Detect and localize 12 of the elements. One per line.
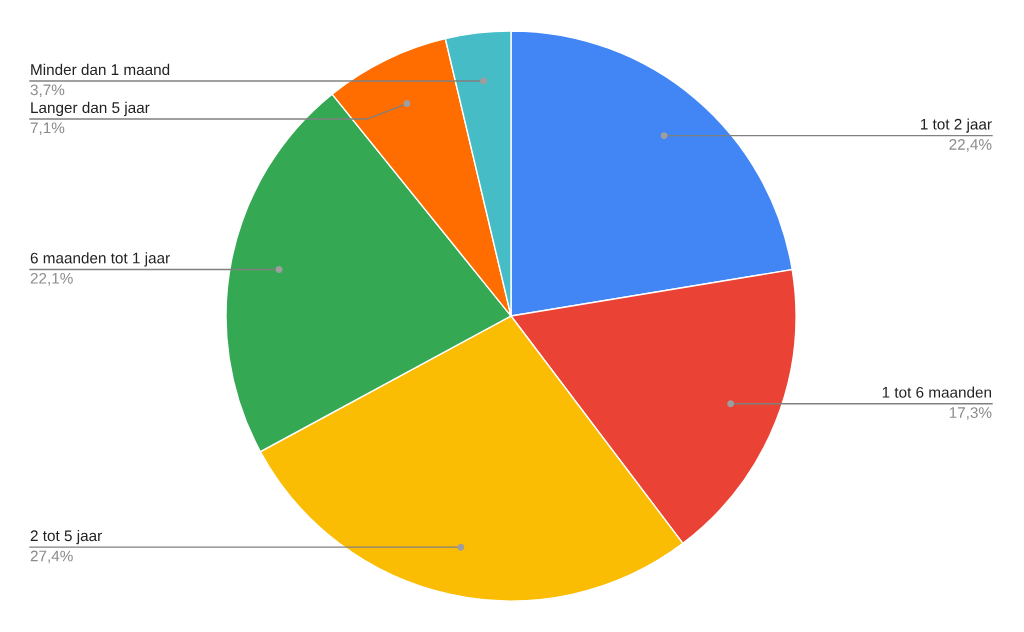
data-label: 7,1% [30,122,65,136]
data-label: 22,4% [949,139,992,152]
data-label: 22,1% [30,272,73,286]
data-label: 17,3% [949,407,992,420]
slice-label: 6 maanden tot 1 jaar [30,252,170,267]
data-label: 27,4% [30,550,73,564]
slice-label: 1 tot 6 maanden [882,386,992,398]
slice-label: 1 tot 2 jaar [920,118,992,133]
slice-label: Minder dan 1 maand [31,63,170,76]
slice-label: 2 tot 5 jaar [30,529,102,545]
slice-label: Langer dan 5 jaar [31,101,150,117]
data-label: 3,7% [30,84,65,98]
